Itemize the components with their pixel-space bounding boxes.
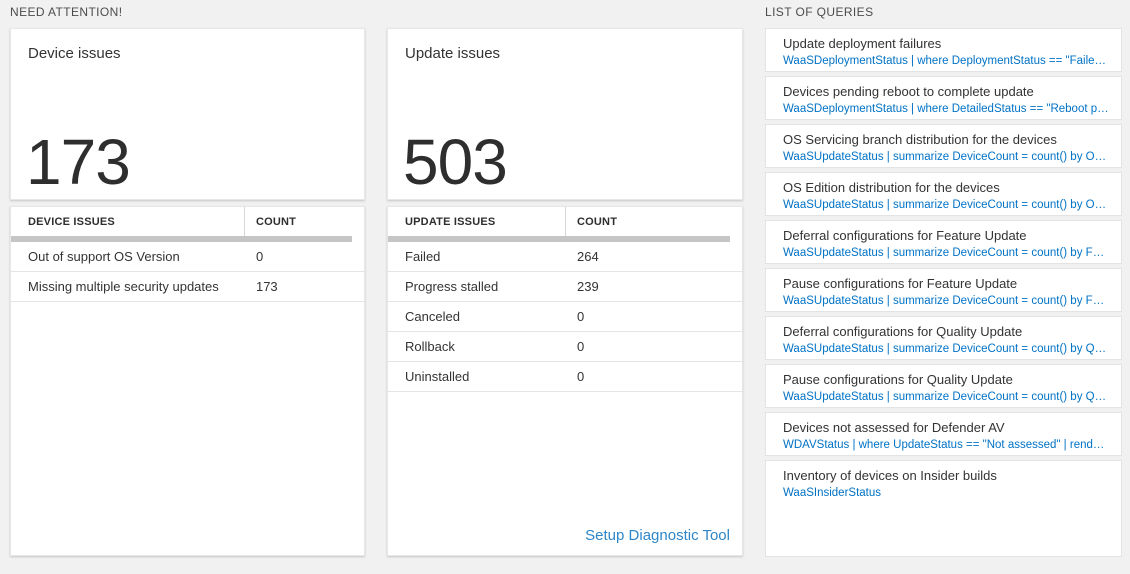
list-of-queries-section: LIST OF QUERIES Update deployment failur…	[765, 5, 1122, 557]
query-title: Deferral configurations for Feature Upda…	[783, 228, 1027, 243]
query-text: WaaSInsiderStatus	[783, 487, 882, 499]
tile-title: Update issues	[405, 45, 501, 62]
row-label: Canceled	[405, 309, 460, 324]
query-item-pause-feature-update[interactable]: Pause configurations for Feature Update …	[765, 268, 1122, 312]
query-item-pause-quality-update[interactable]: Pause configurations for Quality Update …	[765, 364, 1122, 408]
query-text: WaaSUpdateStatus | summarize DeviceCount…	[783, 343, 1109, 355]
table-row[interactable]: Uninstalled 0	[388, 362, 742, 392]
row-count: 239	[577, 279, 599, 294]
query-text: WaaSUpdateStatus | summarize DeviceCount…	[783, 391, 1109, 403]
query-text: WaaSUpdateStatus | summarize DeviceCount…	[783, 199, 1109, 211]
row-count: 0	[577, 339, 585, 354]
row-count: 173	[255, 279, 278, 294]
query-title: Deferral configurations for Quality Upda…	[783, 324, 1023, 339]
query-text: WaaSUpdateStatus | summarize DeviceCount…	[783, 295, 1109, 307]
need-attention-section: NEED ATTENTION! Device issues 173 DEVICE…	[10, 5, 743, 557]
query-text: WaaSUpdateStatus | summarize DeviceCount…	[783, 247, 1109, 259]
column-header-device-issues: DEVICE ISSUES	[28, 215, 115, 228]
query-item-os-edition-distribution[interactable]: OS Edition distribution for the devices …	[765, 172, 1122, 216]
query-title: Devices not assessed for Defender AV	[783, 420, 1005, 435]
table-header-row: DEVICE ISSUES COUNT	[11, 207, 364, 236]
section-header-list-of-queries: LIST OF QUERIES	[765, 5, 874, 19]
tile-title: Device issues	[28, 45, 121, 62]
query-text: WaaSDeploymentStatus | where DeploymentS…	[783, 55, 1109, 67]
row-count: 0	[577, 369, 585, 384]
update-issues-table: UPDATE ISSUES COUNT Failed 264 Progress …	[387, 206, 743, 556]
row-label: Uninstalled	[405, 369, 470, 384]
query-title: OS Edition distribution for the devices	[783, 180, 1000, 195]
table-row[interactable]: Out of support OS Version 0	[11, 242, 364, 272]
query-title: Pause configurations for Quality Update	[783, 372, 1013, 387]
query-item-deferral-feature-update[interactable]: Deferral configurations for Feature Upda…	[765, 220, 1122, 264]
update-issues-count-value: 503	[403, 126, 508, 198]
section-header-need-attention: NEED ATTENTION!	[10, 5, 123, 19]
query-title: OS Servicing branch distribution for the…	[783, 132, 1057, 147]
device-issues-count-value: 173	[26, 126, 131, 198]
row-label: Out of support OS Version	[28, 249, 180, 264]
row-label: Missing multiple security updates	[28, 279, 219, 294]
query-item-update-deployment-failures[interactable]: Update deployment failures WaaSDeploymen…	[765, 28, 1122, 72]
row-label: Progress stalled	[405, 279, 499, 294]
table-top-scrollbar[interactable]	[11, 236, 352, 242]
query-title: Inventory of devices on Insider builds	[783, 468, 997, 483]
table-row[interactable]: Rollback 0	[388, 332, 742, 362]
table-row[interactable]: Canceled 0	[388, 302, 742, 332]
query-item-devices-not-assessed-defender-av[interactable]: Devices not assessed for Defender AV WDA…	[765, 412, 1122, 456]
row-count: 0	[255, 249, 264, 264]
table-footer: Setup Diagnostic Tool	[388, 527, 742, 555]
column-header-count: COUNT	[243, 207, 364, 236]
table-header-row: UPDATE ISSUES COUNT	[388, 207, 742, 236]
query-title: Pause configurations for Feature Update	[783, 276, 1018, 291]
row-count: 264	[577, 249, 599, 264]
update-issues-column: Update issues 503 UPDATE ISSUES COUNT Fa…	[387, 28, 743, 556]
dashboard-page: NEED ATTENTION! Device issues 173 DEVICE…	[10, 5, 1122, 557]
update-issues-tile[interactable]: Update issues 503	[387, 28, 743, 200]
query-item-devices-pending-reboot[interactable]: Devices pending reboot to complete updat…	[765, 76, 1122, 120]
table-top-scrollbar[interactable]	[388, 236, 730, 242]
setup-diagnostic-tool-link[interactable]: Setup Diagnostic Tool	[585, 527, 730, 544]
column-header-update-issues: UPDATE ISSUES	[405, 215, 496, 228]
table-row[interactable]: Failed 264	[388, 242, 742, 272]
device-issues-column: Device issues 173 DEVICE ISSUES COUNT Ou…	[10, 28, 365, 556]
query-text: WaaSUpdateStatus | summarize DeviceCount…	[783, 151, 1109, 163]
query-title: Devices pending reboot to complete updat…	[783, 84, 1034, 99]
device-issues-table: DEVICE ISSUES COUNT Out of support OS Ve…	[10, 206, 365, 556]
row-label: Rollback	[405, 339, 455, 354]
query-list: Update deployment failures WaaSDeploymen…	[765, 28, 1122, 557]
query-item-deferral-quality-update[interactable]: Deferral configurations for Quality Upda…	[765, 316, 1122, 360]
table-empty-space	[388, 392, 742, 527]
query-text: WaaSDeploymentStatus | where DetailedSta…	[783, 103, 1109, 115]
table-row[interactable]: Progress stalled 239	[388, 272, 742, 302]
column-header-count: COUNT	[565, 207, 742, 236]
device-issues-tile[interactable]: Device issues 173	[10, 28, 365, 200]
row-count: 0	[577, 309, 585, 324]
query-text: WDAVStatus | where UpdateStatus == "Not …	[783, 439, 1109, 451]
table-empty-space	[11, 302, 364, 555]
query-item-inventory-insider-builds[interactable]: Inventory of devices on Insider builds W…	[765, 460, 1122, 557]
query-title: Update deployment failures	[783, 36, 942, 51]
table-row[interactable]: Missing multiple security updates 173	[11, 272, 364, 302]
query-item-os-servicing-branch[interactable]: OS Servicing branch distribution for the…	[765, 124, 1122, 168]
row-label: Failed	[405, 249, 441, 264]
